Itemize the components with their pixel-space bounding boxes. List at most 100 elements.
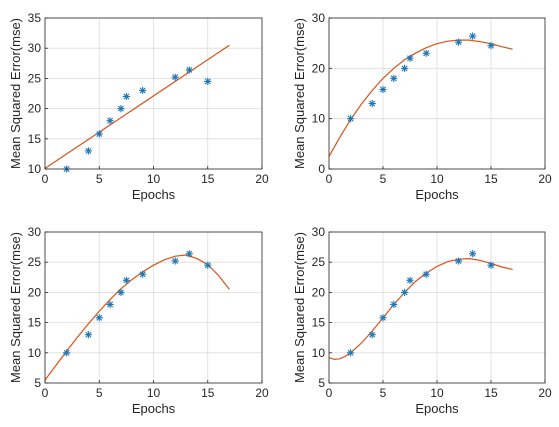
fit-line bbox=[328, 39, 513, 157]
data-point-stroke bbox=[117, 289, 124, 296]
y-tick-label: 0 bbox=[318, 162, 325, 176]
data-point-stroke bbox=[204, 262, 211, 269]
x-tick-label: 5 bbox=[96, 172, 103, 186]
data-point bbox=[406, 276, 414, 284]
data-point bbox=[368, 331, 376, 339]
data-point bbox=[204, 261, 212, 269]
x-tick-label: 0 bbox=[42, 386, 49, 400]
data-point-stroke bbox=[369, 331, 376, 338]
chart-panel-2: 0 5 10 15 20 0 10 20 30 Epochs Mean Squared Error(… bbox=[292, 11, 552, 202]
data-point bbox=[117, 105, 125, 113]
data-point bbox=[422, 270, 430, 278]
data-point bbox=[379, 314, 387, 322]
data-point-stroke bbox=[390, 75, 397, 82]
data-point-stroke bbox=[186, 66, 193, 73]
data-point bbox=[455, 257, 463, 265]
data-point-stroke bbox=[85, 331, 92, 338]
data-point bbox=[204, 77, 212, 86]
data-point bbox=[401, 288, 409, 296]
x-tick-label: 10 bbox=[147, 172, 161, 186]
y-tick-label: 15 bbox=[312, 316, 326, 330]
data-point-stroke bbox=[423, 50, 430, 57]
x-axis-label: Epochs bbox=[415, 187, 459, 202]
y-tick-label: 15 bbox=[28, 316, 42, 330]
data-point bbox=[347, 115, 355, 123]
data-point-stroke bbox=[186, 250, 193, 257]
x-tick-label: 20 bbox=[255, 386, 269, 400]
data-point-stroke bbox=[455, 258, 462, 264]
data-point bbox=[171, 257, 179, 265]
data-point-stroke bbox=[123, 277, 130, 284]
data-point bbox=[347, 349, 355, 357]
data-point bbox=[139, 270, 147, 278]
y-tick-label: 20 bbox=[28, 102, 42, 116]
x-tick-label: 10 bbox=[430, 386, 444, 400]
data-point bbox=[95, 130, 103, 138]
x-tick-label: 0 bbox=[42, 172, 49, 186]
x-tick-label: 0 bbox=[326, 172, 333, 186]
data-point bbox=[84, 331, 92, 339]
data-point bbox=[139, 86, 147, 95]
x-tick-label: 15 bbox=[484, 386, 498, 400]
data-point bbox=[84, 147, 92, 155]
y-axis-label: Mean Squared Error(mse) bbox=[292, 232, 307, 383]
y-tick-label: 35 bbox=[28, 11, 42, 25]
x-tick-label: 10 bbox=[147, 386, 161, 400]
data-point-stroke bbox=[401, 289, 408, 296]
y-tick-label: 10 bbox=[312, 346, 326, 360]
data-point-stroke bbox=[380, 314, 386, 321]
x-tick-label: 10 bbox=[430, 172, 444, 186]
data-point bbox=[185, 250, 193, 258]
data-point-stroke bbox=[123, 93, 130, 100]
y-tick-label: 30 bbox=[28, 41, 42, 55]
data-point bbox=[63, 349, 71, 357]
data-point bbox=[406, 54, 414, 62]
x-tick-label: 15 bbox=[484, 172, 498, 186]
y-tick-label: 20 bbox=[312, 61, 326, 75]
y-tick-label: 30 bbox=[312, 225, 326, 239]
x-tick-label: 5 bbox=[380, 386, 387, 400]
y-tick-label: 30 bbox=[312, 11, 326, 25]
y-tick-label: 25 bbox=[312, 255, 326, 269]
data-point-stroke bbox=[172, 258, 179, 264]
data-point-stroke bbox=[96, 314, 103, 321]
x-tick-label: 5 bbox=[380, 172, 387, 186]
data-point-stroke bbox=[469, 250, 476, 257]
data-point-stroke bbox=[85, 147, 92, 154]
data-point bbox=[379, 85, 387, 94]
x-tick-label: 20 bbox=[538, 172, 552, 186]
y-tick-label: 5 bbox=[318, 376, 325, 390]
y-axis-label: Mean Squared Error(mse) bbox=[292, 18, 307, 169]
data-point bbox=[455, 38, 463, 46]
x-tick-label: 0 bbox=[326, 386, 333, 400]
y-axis-label: Mean Squared Error(mse) bbox=[8, 232, 23, 383]
data-point bbox=[487, 261, 495, 269]
x-axis-label: Epochs bbox=[132, 401, 176, 416]
x-tick-label: 15 bbox=[201, 386, 215, 400]
y-tick-label: 10 bbox=[28, 346, 42, 360]
data-point bbox=[401, 64, 409, 72]
data-point-stroke bbox=[117, 105, 124, 112]
data-point-stroke bbox=[407, 55, 413, 62]
fit-line bbox=[44, 44, 230, 169]
data-point-stroke bbox=[139, 271, 146, 278]
data-point-stroke bbox=[401, 65, 408, 72]
data-point-stroke bbox=[390, 301, 397, 308]
data-point bbox=[106, 300, 114, 309]
data-point bbox=[122, 92, 130, 101]
data-point-stroke bbox=[139, 87, 146, 94]
data-point bbox=[487, 42, 495, 50]
data-point-stroke bbox=[172, 74, 179, 81]
data-point bbox=[390, 74, 398, 82]
y-tick-label: 15 bbox=[28, 132, 42, 146]
data-point bbox=[122, 276, 130, 284]
data-point bbox=[422, 49, 430, 57]
y-tick-label: 10 bbox=[28, 162, 42, 176]
y-tick-label: 30 bbox=[28, 225, 42, 239]
data-point bbox=[469, 250, 477, 258]
y-tick-label: 20 bbox=[28, 285, 42, 299]
y-axis-label: Mean Squared Error(mse) bbox=[8, 18, 23, 169]
